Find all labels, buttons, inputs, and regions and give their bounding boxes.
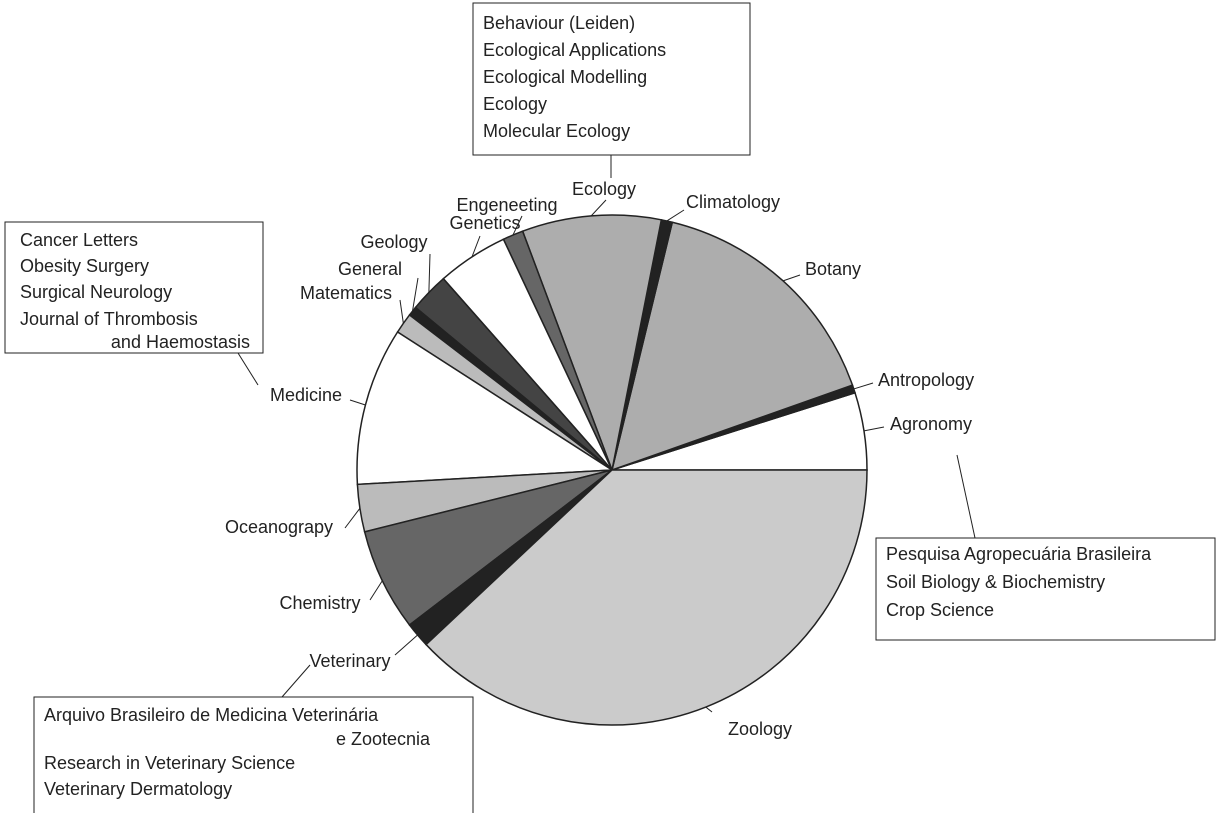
annotation-text: e Zootecnia [336, 729, 431, 749]
annotation-text: and Haemostasis [111, 332, 250, 352]
leader-line [349, 399, 366, 406]
annotation-text: Cancer Letters [20, 230, 138, 250]
annotation-text: Pesquisa Agropecuária Brasileira [886, 544, 1152, 564]
slice-label: Chemistry [279, 593, 360, 613]
annotation-text: Obesity Surgery [20, 256, 149, 276]
annotation-text: Research in Veterinary Science [44, 753, 295, 773]
annotation-leader [237, 352, 259, 386]
annotation-text: Veterinary Dermatology [44, 779, 232, 799]
annotation-text: Ecological Modelling [483, 67, 647, 87]
leader-line [666, 209, 685, 222]
slice-label: Engeneeting [456, 195, 557, 215]
annotation-text: Ecology [483, 94, 547, 114]
slice-label: Climatology [686, 192, 780, 212]
annotation-box [33, 696, 474, 813]
annotation-box [472, 2, 751, 156]
leader-line [853, 382, 874, 390]
leader-line [399, 299, 404, 324]
leader-line [590, 199, 607, 217]
leader-line [369, 580, 383, 601]
leader-line [471, 235, 481, 258]
leader-line [705, 706, 713, 713]
annotation-box [4, 221, 264, 354]
slice-label: Agronomy [890, 414, 972, 434]
leader-line [394, 634, 418, 656]
pie-slice [521, 214, 663, 473]
annotation-text: Crop Science [886, 600, 994, 620]
annotation-text: Ecological Applications [483, 40, 666, 60]
annotation-text: Surgical Neurology [20, 282, 172, 302]
slice-label: Medicine [270, 385, 342, 405]
leader-line [428, 253, 431, 293]
annotation-text: Journal of Thrombosis [20, 309, 198, 329]
slice-label: Genetics [449, 213, 520, 233]
slice-label: Zoology [728, 719, 792, 739]
annotation-text: Arquivo Brasileiro de Medicina Veterinár… [44, 705, 379, 725]
pie-slice [356, 330, 615, 486]
slice-label: Ecology [572, 179, 636, 199]
leader-line [411, 277, 419, 312]
slice-label: Veterinary [309, 651, 390, 671]
annotation-box [875, 537, 1216, 641]
slice-label: Antropology [878, 370, 974, 390]
leader-line [512, 215, 523, 236]
leader-line [863, 426, 885, 432]
annotation-leader [281, 664, 311, 698]
slice-label: Matematics [300, 283, 392, 303]
slice-label: Geology [360, 232, 427, 252]
slice-label: General [338, 259, 402, 279]
leader-line [344, 508, 361, 529]
leader-line [782, 274, 801, 282]
annotation-text: Soil Biology & Biochemistry [886, 572, 1105, 592]
annotation-leader [956, 454, 976, 539]
slice-label: Oceanograpy [225, 517, 333, 537]
annotation-text: Behaviour (Leiden) [483, 13, 635, 33]
slice-label: Botany [805, 259, 861, 279]
annotation-text: Molecular Ecology [483, 121, 630, 141]
